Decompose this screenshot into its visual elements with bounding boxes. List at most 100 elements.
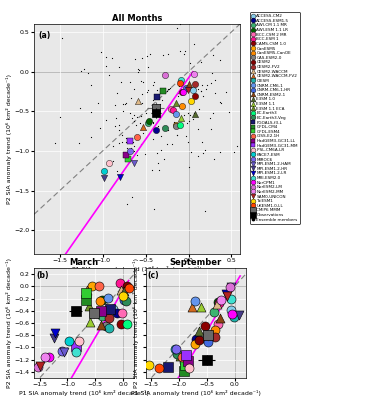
Point [226,109,232,115]
Point [211,309,217,315]
Point [185,139,191,145]
Point [217,297,223,303]
Point [199,139,205,146]
Point [131,118,137,124]
Point [185,110,191,116]
Title: September: September [169,258,222,267]
Point [177,80,183,86]
Point [150,82,156,88]
Point [203,208,209,214]
Point [160,52,166,58]
Point [153,94,160,100]
Point [166,86,172,92]
Point [189,304,195,311]
Point [231,149,237,156]
Point [228,284,234,290]
Point [178,77,184,83]
Point [158,146,164,153]
Point [186,358,192,364]
Point [196,337,202,343]
Point [196,328,202,334]
Point [217,57,223,64]
Point [52,330,58,337]
Point [196,105,202,112]
Point [88,82,94,88]
Point [105,295,112,302]
Point [231,313,237,320]
Point [97,298,103,304]
Point [61,349,67,356]
Point [198,59,204,65]
Point [224,293,230,300]
Point [105,160,112,166]
Point [132,56,138,62]
Point [181,112,187,118]
Point [166,18,172,24]
Point [192,92,198,99]
Point [200,335,206,341]
Point [101,168,107,174]
Point [179,354,185,360]
Point [131,86,137,92]
Point [178,114,184,121]
Point [182,362,188,368]
Point [135,69,141,75]
Point [174,132,180,138]
Point [169,140,175,147]
Point [217,99,223,105]
Point [203,86,209,92]
Point [87,319,93,325]
Point [187,149,194,156]
Point [174,24,180,31]
Point [211,156,217,162]
Point [98,322,104,328]
Point [88,134,94,140]
Point [192,110,198,117]
Point [164,88,170,95]
Point [153,126,159,133]
Point [216,300,222,306]
Point [181,358,187,365]
Point [154,150,160,156]
Point [121,296,127,303]
Point [177,122,183,128]
Point [106,315,112,321]
Point [83,289,89,296]
Point [59,35,65,41]
Point [129,114,135,121]
Point [173,122,179,129]
Point [125,156,131,162]
Point [165,364,171,370]
Y-axis label: P2 SIA anomaly trend (10⁶ km² decade⁻¹): P2 SIA anomaly trend (10⁶ km² decade⁻¹) [6,74,12,204]
Point [183,85,189,91]
Point [186,365,192,371]
Point [128,95,134,101]
Point [143,110,149,117]
Legend: ACCESS-CM2, ACCESS-ESM1.5, AWI-CM 1.1 MR, AWI-ESM 1.1 LR, BCC-CSM 2 MR, BCC-ESM : ACCESS-CM2, ACCESS-ESM1.5, AWI-CM 1.1 MR… [250,12,300,224]
Point [124,201,130,208]
Point [208,126,214,132]
Point [116,64,122,70]
Point [182,48,188,54]
Point [84,297,90,304]
Point [138,113,144,120]
Point [146,118,152,124]
Point [149,96,155,103]
Point [174,351,180,358]
Point [183,132,189,139]
Point [96,282,102,289]
Point [188,98,194,104]
Point [204,82,210,88]
Point [138,140,144,147]
Point [110,143,116,149]
Point [119,132,125,138]
X-axis label: P1 SIA anomaly trend (10⁶ km² decade⁻¹): P1 SIA anomaly trend (10⁶ km² decade⁻¹) [131,390,260,396]
Point [106,72,112,78]
Point [179,121,185,128]
Point [113,310,119,316]
Point [179,102,185,109]
Point [157,101,163,108]
Point [51,140,57,146]
Point [191,110,197,117]
Point [123,135,129,141]
